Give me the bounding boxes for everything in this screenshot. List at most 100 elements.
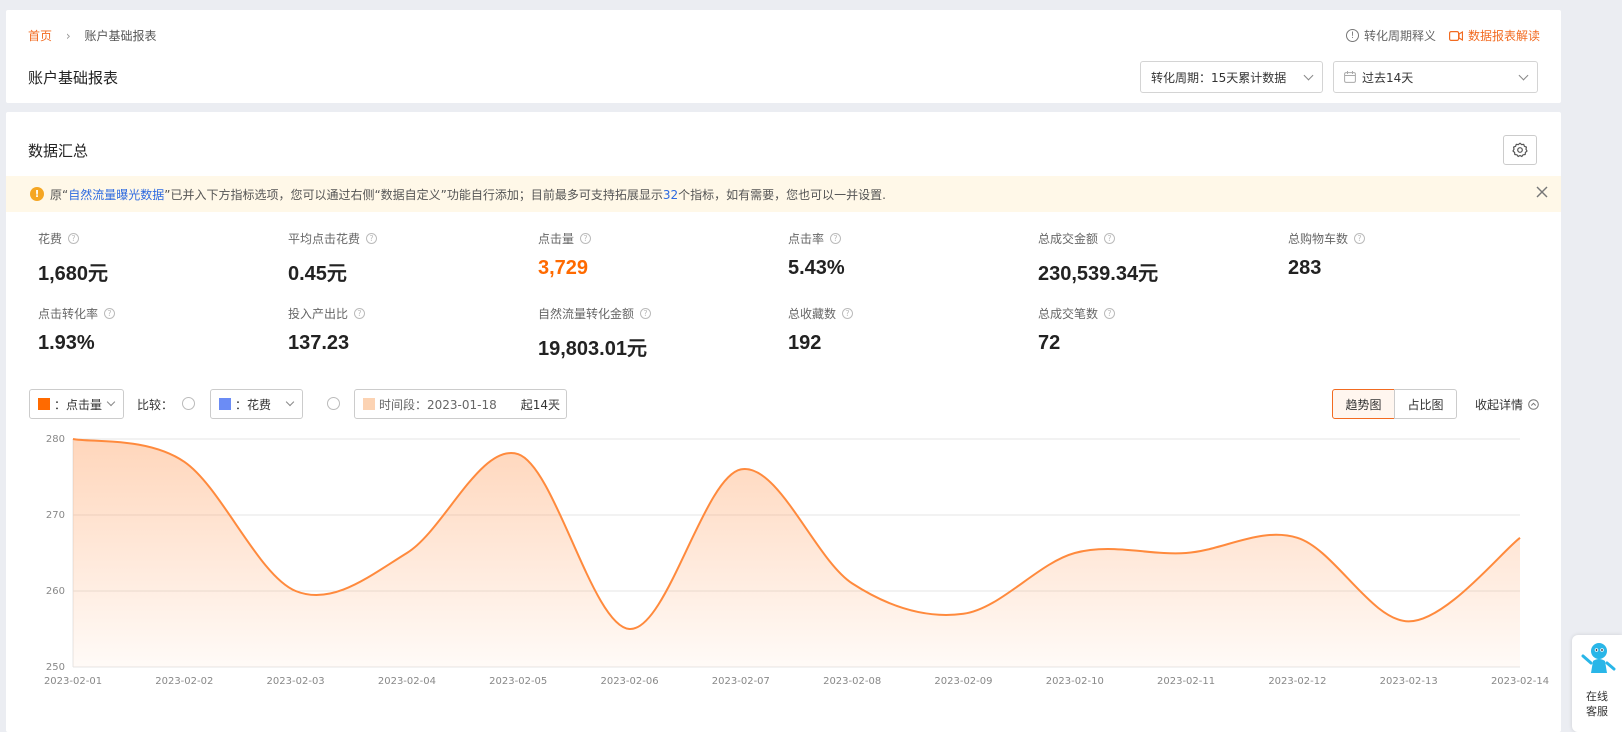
help-icon[interactable]: ? <box>580 233 592 244</box>
help-icon[interactable]: ? <box>830 233 842 244</box>
calendar-icon <box>1344 71 1356 83</box>
metric-label-text: 总购物车数 <box>1288 232 1349 246</box>
metric-label-text: 投入产出比 <box>288 307 349 321</box>
video-icon <box>1449 30 1463 41</box>
collapse-details-label: 收起详情 <box>1475 398 1524 412</box>
metric-favorites: 总收藏数? 192 <box>788 305 1028 355</box>
metric2-select-value: ：花费 <box>235 397 272 412</box>
metric-label: 平均点击花费? <box>288 230 528 247</box>
help-icon[interactable]: ? <box>1104 308 1116 319</box>
data-point <box>1518 536 1522 540</box>
data-point <box>1184 551 1188 555</box>
x-tick-label: 2023-02-06 <box>600 676 658 687</box>
compare-label: 比较： <box>137 398 174 412</box>
help-icon[interactable]: ? <box>68 233 80 244</box>
notice-number: 32 <box>662 187 679 202</box>
y-tick-label: 270 <box>46 510 65 521</box>
help-icon[interactable]: ? <box>1354 233 1366 244</box>
service-mascot-icon <box>1581 643 1616 673</box>
data-point <box>1295 536 1299 540</box>
metric-value: 5.43% <box>788 257 845 279</box>
metric-label: 点击转化率? <box>38 305 278 322</box>
service-label-line1: 在线 <box>1586 690 1608 703</box>
x-tick-label: 2023-02-03 <box>267 676 325 687</box>
metric-roi: 投入产出比? 137.23 <box>288 305 528 355</box>
metric-cost: 花费? 1,680元 <box>38 230 278 286</box>
data-point <box>628 627 632 631</box>
help-icon[interactable]: ? <box>354 308 366 319</box>
metric-ctr: 点击率? 5.43% <box>788 230 1028 280</box>
compare-period-radio[interactable] <box>327 397 340 410</box>
metric-label-text: 点击量 <box>538 232 575 246</box>
series-line <box>72 438 1521 631</box>
settings-button[interactable] <box>1503 135 1537 165</box>
metric-value: 72 <box>1038 332 1061 354</box>
conversion-period-select[interactable]: 转化周期：15天累计数据 <box>1140 61 1323 93</box>
metric-value: 283 <box>1288 257 1322 279</box>
data-point <box>961 612 965 616</box>
close-icon[interactable] <box>1535 185 1549 199</box>
metric-label: 点击率? <box>788 230 1028 247</box>
collapse-details-link[interactable]: 收起详情 <box>1475 396 1539 413</box>
metric-value: 230,539.34元 <box>1038 263 1159 285</box>
metric-label: 总购物车数? <box>1288 230 1528 247</box>
date-range-value: 过去14天 <box>1362 70 1414 85</box>
metric-value: 3,729 <box>538 257 589 279</box>
notice-text: 原“自然流量曝光数据”已并入下方指标选项，您可以通过右侧“数据自定义”功能自行添… <box>50 186 886 203</box>
metric1-select[interactable]: ：点击量 <box>29 389 124 419</box>
chevron-down-icon <box>1303 70 1314 81</box>
help-icon[interactable]: ? <box>640 308 652 319</box>
metric-value: 19,803.01元 <box>538 338 647 360</box>
x-tick-label: 2023-02-04 <box>378 676 436 687</box>
series-area <box>73 439 1520 667</box>
data-point <box>850 581 854 585</box>
tab-trend-chart[interactable]: 趋势图 <box>1332 389 1395 419</box>
metric-label-text: 自然流量转化金额 <box>538 307 635 321</box>
natural-traffic-link[interactable]: 自然流量曝光数据 <box>68 187 165 202</box>
x-tick-label: 2023-02-13 <box>1380 676 1438 687</box>
chevron-down-icon <box>106 397 116 407</box>
data-point <box>182 460 186 464</box>
metric-avg-click-cost: 平均点击花费? 0.45元 <box>288 230 528 286</box>
compare-metric-radio[interactable] <box>182 397 195 410</box>
metric-cart-count: 总购物车数? 283 <box>1288 230 1528 280</box>
breadcrumb-current: 账户基础报表 <box>84 29 157 43</box>
online-service-widget[interactable]: 在线 客服 <box>1572 635 1622 732</box>
help-icon[interactable]: ? <box>366 233 378 244</box>
data-point <box>516 452 520 456</box>
report-guide-label: 数据报表解读 <box>1468 29 1541 43</box>
notice-text-part: ”已并入下方指标选项，您可以通过右侧“数据自定义”功能自行添加；目前最多可支持拓… <box>164 187 663 202</box>
metric-label-text: 总成交金额 <box>1038 232 1099 246</box>
metric-label: 花费? <box>38 230 278 247</box>
chevron-down-icon <box>285 397 295 407</box>
help-icon[interactable]: ? <box>842 308 854 319</box>
metric-label: 投入产出比? <box>288 305 528 322</box>
summary-card: 数据汇总 ! 原“自然流量曝光数据”已并入下方指标选项，您可以通过右侧“数据自定… <box>6 112 1561 732</box>
tab-ratio-chart[interactable]: 占比图 <box>1394 389 1457 419</box>
help-icon[interactable]: ? <box>104 308 116 319</box>
metric-label: 总成交金额? <box>1038 230 1278 247</box>
header-card: 首页 › 账户基础报表 账户基础报表 ! 转化周期释义 数据报表解读 转化周期：… <box>6 10 1561 103</box>
report-guide-link[interactable]: 数据报表解读 <box>1449 27 1540 44</box>
metric-label-text: 总收藏数 <box>788 307 837 321</box>
conversion-help-link[interactable]: ! 转化周期释义 <box>1346 27 1436 44</box>
y-tick-label: 280 <box>46 434 65 445</box>
metric-value: 1.93% <box>38 332 95 354</box>
chevron-down-icon <box>1518 70 1529 81</box>
metric2-select[interactable]: ：花费 <box>210 389 303 419</box>
metric-label-text: 平均点击花费 <box>288 232 361 246</box>
date-range-select[interactable]: 过去14天 <box>1333 61 1538 93</box>
data-point <box>71 437 75 441</box>
summary-title: 数据汇总 <box>28 142 89 160</box>
x-tick-label: 2023-02-01 <box>44 676 102 687</box>
breadcrumb-home-link[interactable]: 首页 <box>28 29 53 43</box>
metric-click-conversion: 点击转化率? 1.93% <box>38 305 278 355</box>
x-tick-label: 2023-02-14 <box>1491 676 1549 687</box>
metric-total-gmv: 总成交金额? 230,539.34元 <box>1038 230 1278 286</box>
data-point <box>739 467 743 471</box>
period-select[interactable]: 时间段：2023-01-18 起14天 <box>354 389 567 419</box>
metric-label-text: 花费 <box>38 232 63 246</box>
metric-clicks: 点击量? 3,729 <box>538 230 778 280</box>
help-icon[interactable]: ? <box>1104 233 1116 244</box>
metric-label: 自然流量转化金额? <box>538 305 778 322</box>
